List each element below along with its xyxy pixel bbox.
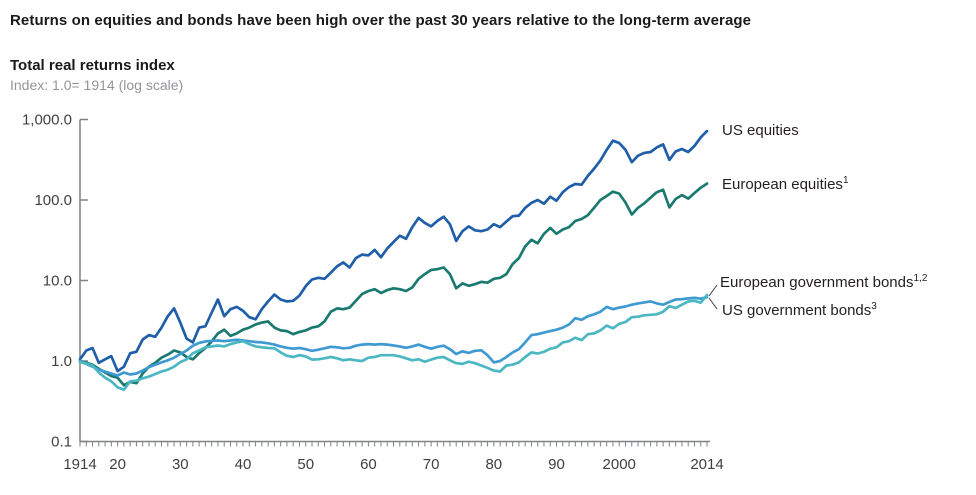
- tick-labels: 1,000.0 100.0 10.0 1.0 0.1 1914 20 30 40 50 60 70 80…: [22, 112, 724, 474]
- x-tick-label: 30: [172, 456, 189, 473]
- axes: [79, 118, 710, 447]
- series-label-text: US equities: [722, 122, 799, 139]
- y-tick-label: 1,000.0: [22, 112, 72, 129]
- series-lines: [78, 129, 709, 392]
- x-tick-label: 90: [548, 456, 565, 473]
- y-tick-label: 100.0: [34, 192, 72, 209]
- chart-subtitle: Total real returns index: [10, 57, 175, 74]
- series-label-text: US government bonds: [722, 302, 872, 319]
- series-line-european-equities: [78, 182, 709, 387]
- series-label-us-equities: US equities: [722, 122, 799, 140]
- x-tick-label: 2000: [603, 456, 636, 473]
- callout-european-government-bonds: [708, 284, 718, 297]
- footnote-marker: 1: [842, 175, 849, 186]
- callout-us-government-bonds: [708, 297, 718, 310]
- series-label-european-equities: European equities1: [722, 176, 849, 194]
- footnote-marker: 3: [871, 301, 877, 312]
- y-tick-label: 1.0: [51, 353, 72, 370]
- x-tick-label: 40: [235, 456, 252, 473]
- y-tick-label: 0.1: [51, 434, 72, 451]
- footnote-marker: 1,2: [913, 273, 928, 284]
- series-label-text: European equities: [722, 176, 843, 193]
- x-tick-label: 2014: [690, 456, 723, 473]
- series-label-text: European government bonds: [720, 274, 914, 291]
- x-tick-label: 1914: [63, 456, 96, 473]
- y-tick-label: 10.0: [43, 273, 72, 290]
- series-line-european-government-bonds: [78, 295, 709, 377]
- label-callout-lines: [708, 284, 718, 310]
- series-line-us-equities: [78, 129, 709, 373]
- x-tick-label: 60: [360, 456, 377, 473]
- series-label-us-government-bonds: US government bonds3: [722, 302, 877, 320]
- x-tick-label: 50: [297, 456, 314, 473]
- x-tick-label: 80: [485, 456, 502, 473]
- x-tick-label: 20: [109, 456, 126, 473]
- series-label-european-government-bonds: European government bonds1,2: [720, 274, 927, 292]
- axis-note: Index: 1.0= 1914 (log scale): [10, 77, 184, 93]
- page-title: Returns on equities and bonds have been …: [10, 12, 752, 29]
- series-line-us-government-bonds: [78, 293, 709, 392]
- x-tick-label: 70: [423, 456, 440, 473]
